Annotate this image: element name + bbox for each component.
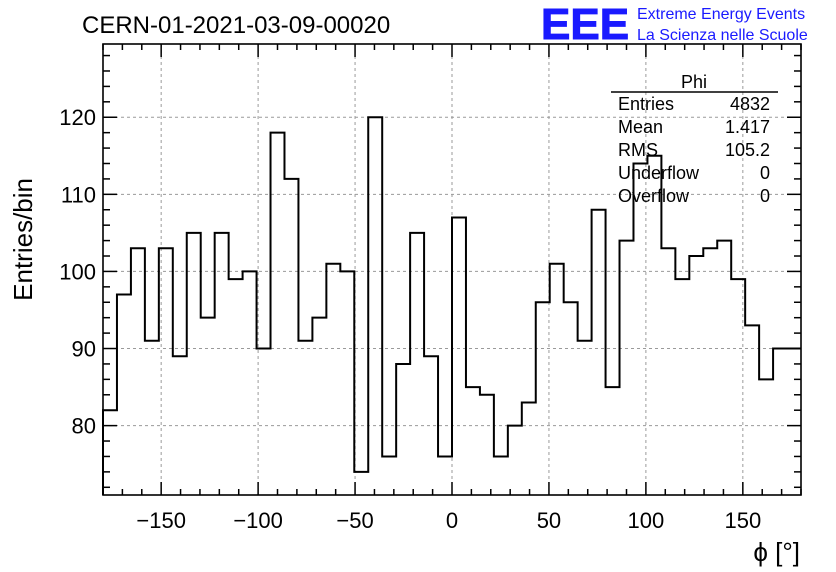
logo-mark: EEE	[541, 0, 629, 49]
y-axis-label: Entries/bin	[8, 178, 38, 301]
chart-title: CERN-01-2021-03-09-00020	[82, 12, 390, 39]
stats-entries-value: 4832	[730, 94, 770, 114]
axis-ticks	[102, 44, 802, 495]
stats-rms-label: RMS	[618, 140, 658, 160]
stats-mean-label: Mean	[618, 117, 663, 137]
logo-line1: Extreme Energy Events	[637, 6, 805, 23]
x-tick-label: 0	[446, 508, 458, 533]
y-tick-labels: 80 90 100 110 120	[59, 105, 96, 438]
x-tick-label: 100	[628, 508, 665, 533]
eee-logo: EEE Extreme Energy Events La Scienza nel…	[541, 0, 808, 50]
y-tick-label: 100	[59, 259, 96, 284]
stats-box: Phi Entries 4832 Mean 1.417 RMS 105.2 Un…	[611, 72, 778, 206]
x-tick-label: 150	[724, 508, 761, 533]
x-tick-label: −100	[233, 508, 283, 533]
y-tick-label: 120	[59, 105, 96, 130]
stats-underflow-value: 0	[760, 163, 770, 183]
x-tick-label: 50	[537, 508, 561, 533]
stats-overflow-value: 0	[760, 186, 770, 206]
stats-mean-value: 1.417	[725, 117, 770, 137]
logo-line2: La Scienza nelle Scuole	[637, 27, 808, 44]
y-tick-label: 80	[72, 414, 96, 439]
stats-underflow-label: Underflow	[618, 163, 700, 183]
x-tick-label: −50	[336, 508, 373, 533]
stats-title: Phi	[681, 72, 707, 92]
y-tick-label: 90	[72, 337, 96, 362]
x-tick-label: −150	[136, 508, 186, 533]
histogram-bars	[102, 116, 801, 495]
y-tick-label: 110	[61, 182, 96, 207]
stats-overflow-label: Overflow	[618, 186, 690, 206]
x-axis-label: ϕ [°]	[753, 537, 800, 567]
x-tick-labels: −150 −100 −50 0 50 100 150	[136, 508, 761, 533]
stats-rms-value: 105.2	[725, 140, 770, 160]
histogram-outline	[102, 116, 801, 495]
stats-entries-label: Entries	[618, 94, 674, 114]
